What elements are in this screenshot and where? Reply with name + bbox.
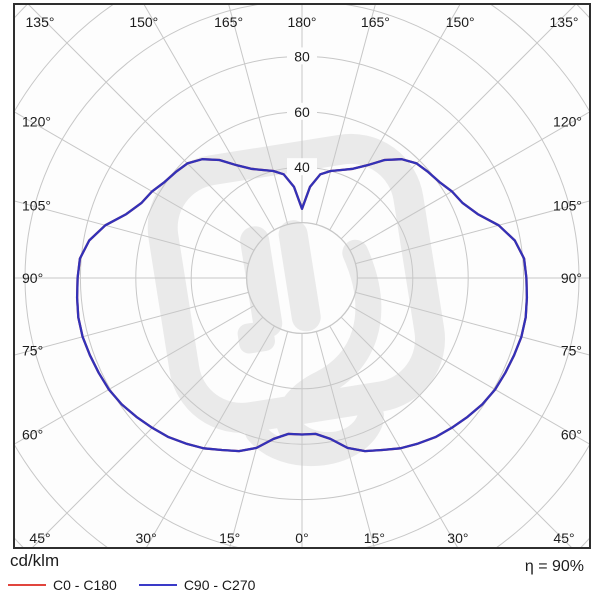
- angle-label: 15°: [364, 530, 385, 546]
- legend-line-c90-c270: [138, 584, 177, 586]
- angle-label: 135°: [550, 14, 579, 30]
- angle-label: 60°: [22, 426, 43, 442]
- angle-label: 30°: [136, 530, 157, 546]
- angle-label: 0°: [295, 530, 308, 546]
- angle-label: 105°: [22, 197, 51, 213]
- radial-label-bg: [287, 47, 317, 65]
- radial-tick-label: 40: [294, 159, 310, 175]
- angle-label: 60°: [561, 426, 582, 442]
- angle-label: 165°: [214, 14, 243, 30]
- efficiency-label: η = 90%: [524, 558, 584, 575]
- angle-labels: 0° 15° 15° 30° 30° 45° 45° 60° 60° 75° 75° 90° 90° 10…: [22, 14, 582, 546]
- grid-ray-210: [143, 4, 275, 231]
- angle-label: 75°: [22, 343, 43, 359]
- grid-ray-150: [329, 4, 461, 231]
- grid-ray-330: [145, 325, 275, 548]
- angle-label: 45°: [29, 530, 50, 546]
- grid-ray-195: [228, 4, 289, 225]
- angle-label: 75°: [561, 343, 582, 359]
- angle-label: 120°: [553, 114, 582, 130]
- legend-label-c90-c270: C90 - C270: [183, 577, 256, 593]
- grid-ray-240: [14, 111, 255, 251]
- grid-ray-15: [315, 331, 375, 548]
- grid-ray-75: [355, 291, 590, 356]
- radial-tick-label: 80: [294, 48, 310, 64]
- unit-label: cd/klm: [10, 551, 60, 570]
- angle-label: 45°: [553, 530, 574, 546]
- angle-label: 180°: [288, 14, 317, 30]
- grid-ray-285: [14, 291, 249, 356]
- angle-label: 105°: [553, 197, 582, 213]
- radial-tick-labels: 40 60 80: [287, 47, 317, 176]
- angle-label: 135°: [26, 14, 55, 30]
- radial-label-bg: [287, 102, 317, 120]
- angle-label: 30°: [447, 530, 468, 546]
- grid-ray-105: [355, 200, 590, 265]
- legend: C0 - C180 C90 - C270: [8, 577, 277, 593]
- legend-line-c0-c180: [8, 584, 46, 586]
- angle-label: 120°: [22, 114, 51, 130]
- grid-ray-135: [340, 4, 577, 240]
- grid-ray-30: [329, 325, 459, 548]
- grid-ray-345: [229, 331, 289, 548]
- intensity-curves: [75, 158, 529, 453]
- angle-label: 15°: [219, 530, 240, 546]
- grid-ray-120: [349, 111, 590, 251]
- radial-tick-label: 60: [294, 104, 310, 120]
- legend-label-c0-c180: C0 - C180: [53, 577, 117, 593]
- angle-label: 150°: [446, 14, 475, 30]
- intensity-curve-c90-c270: [75, 158, 529, 453]
- grid-ray-255: [14, 200, 249, 265]
- watermark-logo: [147, 133, 446, 467]
- radial-label-bg: [287, 158, 317, 176]
- angle-label: 90°: [561, 270, 582, 286]
- grid-ray-225: [27, 4, 264, 240]
- grid-ray-45: [340, 316, 573, 548]
- grid-ray-165: [315, 4, 376, 225]
- angle-label: 150°: [129, 14, 158, 30]
- grid-ray-60: [349, 305, 590, 445]
- angle-label: 90°: [22, 270, 43, 286]
- grid-ray-300: [14, 305, 255, 445]
- grid-ray-315: [31, 316, 264, 548]
- angle-label: 165°: [361, 14, 390, 30]
- chart-frame: [13, 3, 591, 549]
